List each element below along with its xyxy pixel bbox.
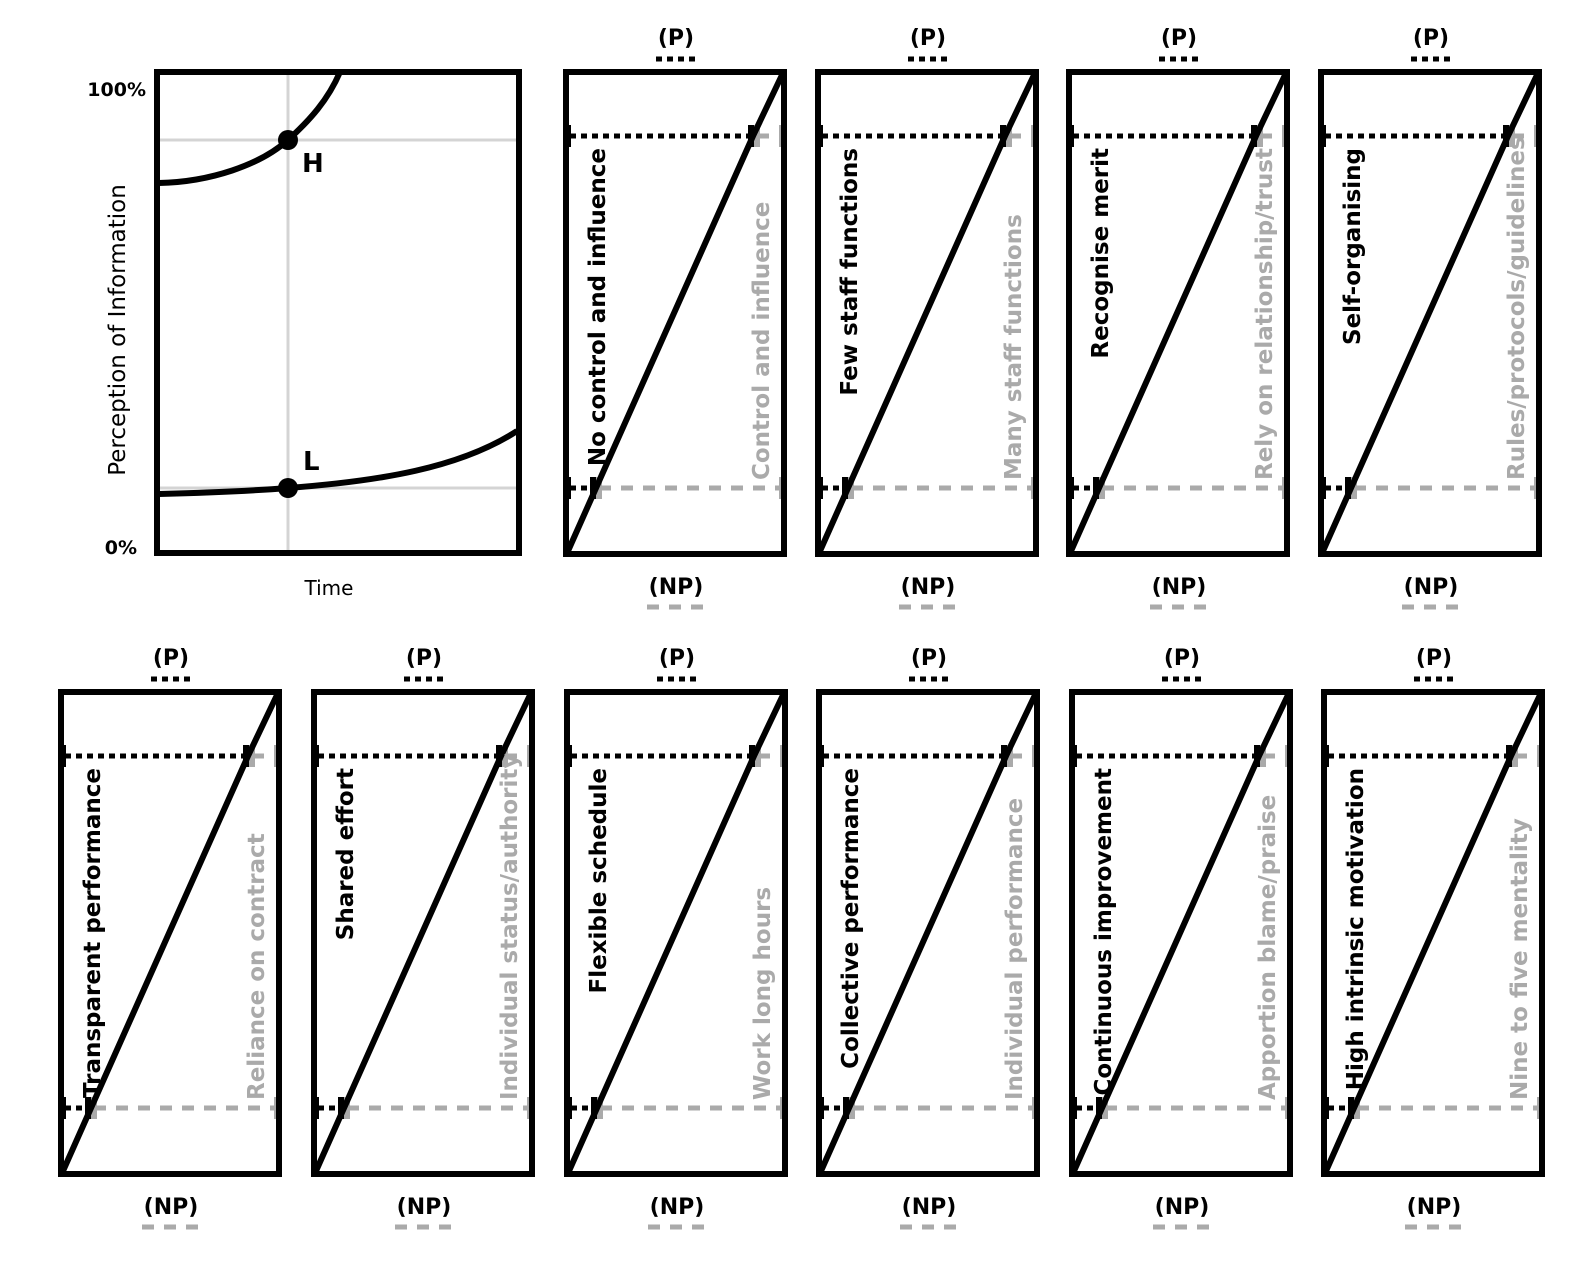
p-label: (P) [406, 646, 442, 671]
negative-label: Nine to five mentality [1507, 818, 1533, 1100]
np-label: (NP) [1155, 1195, 1210, 1220]
positive-label: Flexible schedule [586, 768, 612, 994]
positive-label: Shared effort [333, 768, 359, 940]
panel-frame [816, 689, 1040, 1177]
scale-diagonal [817, 73, 1037, 553]
scale-panel: (P) (NP) Few staff functions Many staff fun… [815, 26, 1039, 610]
ytick-0: 0% [105, 537, 137, 559]
scale-diagonal [566, 693, 786, 1173]
np-label: (NP) [902, 1195, 957, 1220]
p-label: (P) [153, 646, 189, 671]
positive-label: Collective performance [838, 768, 864, 1069]
negative-label: Work long hours [750, 887, 776, 1100]
panel-frame [58, 689, 282, 1177]
panel-frame [564, 689, 788, 1177]
panel-frame [563, 69, 787, 557]
scale-panel: (P) (NP) Shared effort Individual status/au… [311, 646, 535, 1230]
curve-low [158, 428, 519, 497]
p-label: (P) [1161, 26, 1197, 51]
np-label: (NP) [1407, 1195, 1462, 1220]
scale-panel: (P) (NP) Transparent performance Reliance o… [58, 646, 282, 1230]
x-axis-label: Time [304, 576, 354, 600]
panel-frame [1069, 689, 1293, 1177]
positive-label: High intrinsic motivation [1343, 768, 1369, 1090]
scale-panel: (P) (NP) Collective performance Individual … [816, 646, 1040, 1230]
point-h-label: H [302, 149, 324, 179]
point-h-marker [278, 130, 298, 150]
panel-frame [815, 69, 1039, 557]
negative-label: Rely on relationship/trust [1252, 148, 1278, 480]
scale-panel: (P) (NP) Flexible schedule Work long hours [564, 646, 788, 1230]
np-label: (NP) [649, 575, 704, 600]
p-label: (P) [1164, 646, 1200, 671]
scale-diagonal [818, 693, 1038, 1173]
panel-frame [1321, 689, 1545, 1177]
np-label: (NP) [144, 1195, 199, 1220]
p-label: (P) [911, 646, 947, 671]
ytick-100: 100% [87, 79, 146, 101]
np-label: (NP) [650, 1195, 705, 1220]
p-label: (P) [658, 26, 694, 51]
positive-label: Transparent performance [80, 768, 106, 1098]
panels-layer: (P) (NP) No control and influence Control a… [58, 26, 1545, 1230]
point-l-marker [278, 478, 298, 498]
np-label: (NP) [901, 575, 956, 600]
p-label: (P) [1413, 26, 1449, 51]
negative-label: Reliance on contract [244, 833, 270, 1100]
positive-label: Continuous improvement [1091, 768, 1117, 1096]
scale-panel: (P) (NP) Continuous improvement Apportion b… [1069, 646, 1293, 1230]
scale-panel: (P) (NP) High intrinsic motivation Nine to … [1321, 646, 1545, 1230]
np-label: (NP) [1152, 575, 1207, 600]
p-label: (P) [1416, 646, 1452, 671]
scale-panel: (P) (NP) Self-organising Rules/protocols/gu… [1318, 26, 1542, 610]
scale-diagonal [1068, 73, 1288, 553]
positive-label: Few staff functions [837, 148, 863, 396]
point-l-label: L [303, 447, 320, 477]
negative-label: Many staff functions [1001, 214, 1027, 480]
panel-frame [1066, 69, 1290, 557]
main-chart: H L 100% 0% Perception of Information Ti… [87, 69, 522, 600]
positive-label: Recognise merit [1088, 148, 1114, 359]
scale-diagonal [1071, 693, 1291, 1173]
negative-label: Individual performance [1002, 798, 1028, 1100]
p-label: (P) [910, 26, 946, 51]
p-label: (P) [659, 646, 695, 671]
panel-frame [1318, 69, 1542, 557]
chart-frame [154, 69, 522, 556]
positive-label: No control and influence [585, 148, 611, 466]
negative-label: Rules/protocols/guidelines [1504, 136, 1530, 480]
np-label: (NP) [1404, 575, 1459, 600]
y-axis-label: Perception of Information [105, 184, 131, 476]
scale-diagonal [1320, 73, 1540, 553]
scale-diagonal [1323, 693, 1543, 1173]
negative-label: Apportion blame/praise [1255, 795, 1281, 1100]
negative-label: Control and influence [749, 202, 775, 480]
negative-label: Individual status/authority [497, 754, 523, 1100]
panel-frame [311, 689, 535, 1177]
scale-diagonal [313, 693, 533, 1173]
np-label: (NP) [397, 1195, 452, 1220]
scale-panel: (P) (NP) No control and influence Control a… [563, 26, 787, 610]
scale-diagonal [565, 73, 785, 553]
scale-panel: (P) (NP) Recognise merit Rely on relationsh… [1066, 26, 1290, 610]
positive-label: Self-organising [1340, 148, 1366, 345]
scale-diagonal [60, 693, 280, 1173]
